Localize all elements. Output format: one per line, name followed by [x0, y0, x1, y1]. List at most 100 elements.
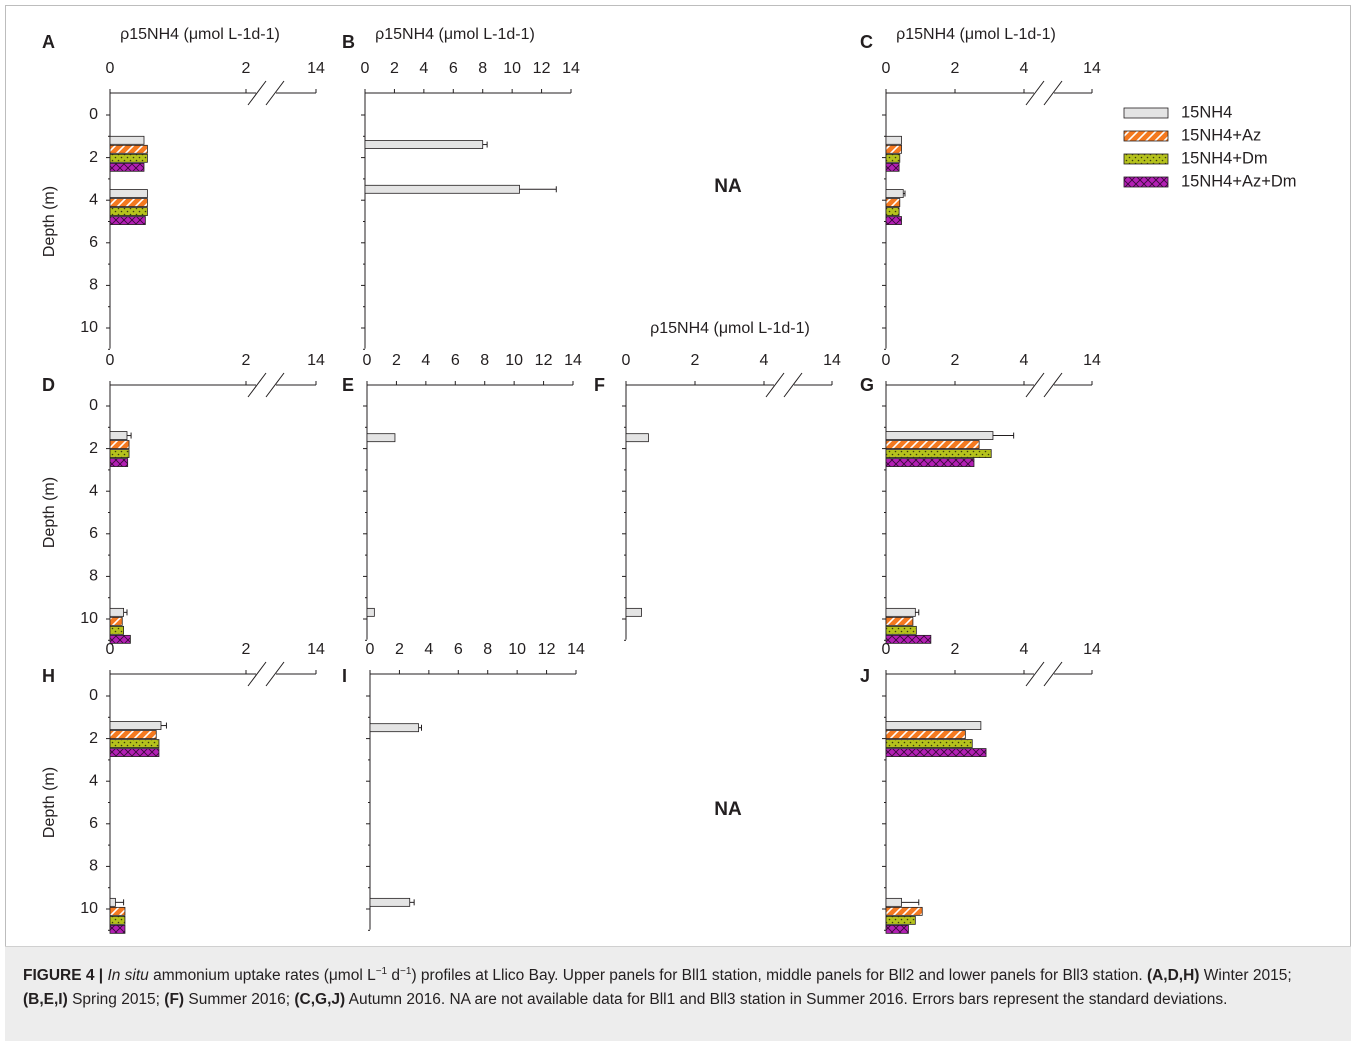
bar — [885, 431, 994, 440]
bar — [109, 915, 126, 925]
legend-label: 15NH4+Az+Dm — [1181, 172, 1297, 190]
bar — [109, 135, 145, 145]
bar — [364, 140, 484, 149]
panel-h: H 0 2 4 6 8 10 Depth (m) 0 2 14 — [41, 641, 325, 934]
bar — [885, 616, 914, 626]
bar — [885, 458, 975, 467]
bar — [885, 906, 923, 916]
y-tick-label: 4 — [89, 191, 98, 208]
x-tick-label: 4 — [760, 352, 769, 369]
x-tick-label: 0 — [361, 60, 370, 77]
x-tick-label: 2 — [392, 352, 401, 369]
x-tick-label: 14 — [1083, 60, 1101, 77]
caption-italic: In situ — [107, 967, 149, 984]
x-axis-title: ρ15NH4 (μmol L-1d-1) — [120, 26, 280, 43]
axis-break-mark — [1043, 372, 1063, 398]
x-tick-label: 2 — [390, 60, 399, 77]
x-tick-label: 2 — [691, 352, 700, 369]
na-label: NA — [714, 799, 742, 820]
y-tick-label: 8 — [89, 858, 98, 875]
bar — [109, 634, 131, 644]
bar — [109, 607, 124, 617]
na-label: NA — [714, 176, 742, 197]
bar — [885, 897, 902, 907]
caption-text: Summer 2016; — [184, 991, 295, 1008]
legend-swatch — [1123, 153, 1169, 165]
bar — [625, 607, 642, 617]
caption-text: Autumn 2016. NA are not available data f… — [345, 991, 1228, 1008]
axis-break-mark — [1043, 661, 1063, 687]
y-tick-label: 8 — [89, 568, 98, 585]
bar — [885, 198, 901, 207]
axis-break-mark — [247, 80, 267, 106]
legend-label: 15NH4 — [1181, 103, 1232, 121]
y-tick-label: 0 — [89, 687, 98, 704]
panel-label: A — [42, 32, 55, 52]
x-tick-label: 14 — [564, 352, 582, 369]
bar — [369, 723, 419, 733]
panel-label: J — [860, 666, 870, 686]
bar — [109, 216, 146, 225]
bar — [369, 897, 411, 907]
x-tick-label: 14 — [567, 641, 585, 658]
bar — [885, 216, 902, 225]
figure-caption: FIGURE 4 | In situ ammonium uptake rates… — [5, 946, 1351, 1041]
caption-text: ammonium uptake rates (μmol L — [148, 967, 376, 984]
bar — [109, 897, 116, 907]
y-axis-title: Depth (m) — [41, 767, 58, 838]
axis-break-mark — [783, 372, 803, 398]
axis-break-mark — [265, 661, 285, 687]
bar — [885, 730, 966, 739]
bar — [364, 184, 520, 194]
legend-label: 15NH4+Az — [1181, 126, 1261, 144]
legend-label: 15NH4+Dm — [1181, 149, 1268, 167]
legend-swatch — [1123, 107, 1169, 119]
bar — [109, 730, 157, 739]
y-tick-label: 4 — [89, 772, 98, 789]
x-tick-label: 14 — [823, 352, 841, 369]
x-tick-label: 12 — [538, 641, 556, 658]
bar — [885, 153, 901, 163]
panel-g: G0 2 4 14 — [860, 352, 1101, 644]
bar — [885, 144, 902, 154]
x-axis-title: ρ15NH4 (μmol L-1d-1) — [896, 26, 1056, 43]
x-tick-label: 2 — [242, 352, 251, 369]
caption-bold: (B,E,I) — [23, 991, 68, 1008]
bar — [109, 198, 148, 207]
x-tick-label: 10 — [508, 641, 526, 658]
x-tick-label: 4 — [424, 641, 433, 658]
x-tick-label: 14 — [307, 60, 325, 77]
y-tick-label: 0 — [89, 106, 98, 123]
axis-break-mark — [265, 80, 285, 106]
panel-label: F — [594, 375, 605, 395]
bar — [109, 721, 162, 730]
bar — [885, 207, 900, 216]
y-tick-label: 4 — [89, 482, 98, 499]
bar — [885, 739, 973, 748]
x-tick-label: 6 — [454, 641, 463, 658]
x-tick-label: 0 — [363, 352, 372, 369]
axis-break-mark — [1025, 80, 1045, 106]
bar — [885, 721, 982, 730]
x-tick-label: 0 — [106, 641, 115, 658]
legend-swatch — [1123, 130, 1169, 142]
caption-text: Spring 2015; — [67, 991, 165, 1008]
caption-bold: (F) — [164, 991, 185, 1008]
bar — [109, 153, 148, 163]
caption-bold: (A,D,H) — [1146, 967, 1200, 984]
bar — [885, 189, 904, 198]
bar — [625, 433, 649, 443]
y-tick-label: 10 — [80, 610, 98, 627]
x-tick-label: 6 — [451, 352, 460, 369]
caption-text: d — [387, 967, 401, 984]
caption-text: Winter 2015; — [1199, 967, 1292, 984]
x-tick-label: 14 — [307, 352, 325, 369]
panel-d: D 0 2 4 6 8 10 Depth (m) 0 2 14 — [41, 352, 325, 644]
y-tick-label: 8 — [89, 277, 98, 294]
bar — [366, 433, 396, 443]
axis-break-mark — [247, 372, 267, 398]
bar — [366, 607, 375, 617]
bar — [885, 440, 980, 449]
axis-break-mark — [247, 661, 267, 687]
